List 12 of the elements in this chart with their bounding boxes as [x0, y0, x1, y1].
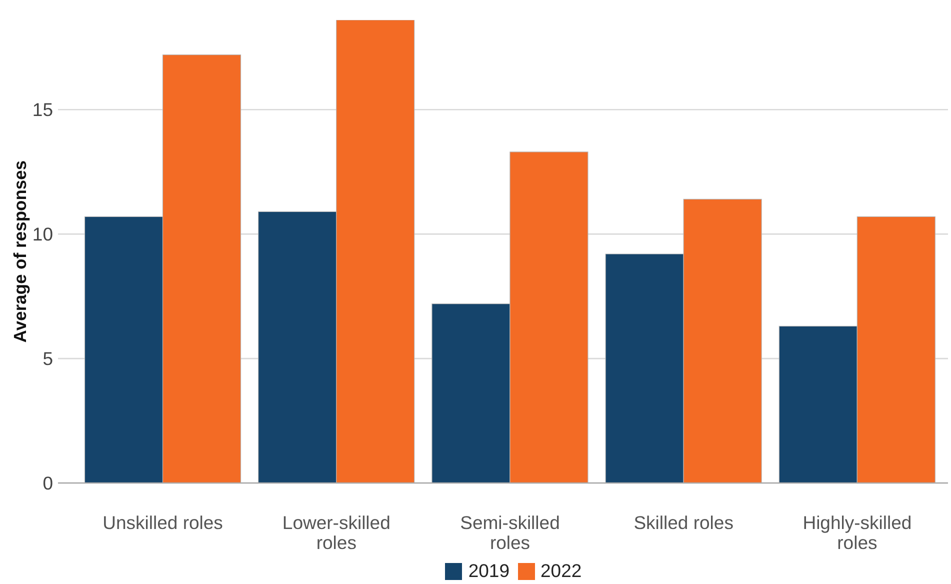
y-tick-label: 10 — [32, 224, 53, 245]
y-tick-label: 0 — [42, 472, 53, 494]
x-tick-label: Unskilled roles — [102, 512, 223, 534]
x-tick-label: Highly-skilled roles — [802, 512, 912, 554]
legend-label: 2019 — [468, 560, 510, 582]
x-tick-label: Semi-skilled roles — [460, 512, 560, 554]
y-tick-label: 5 — [42, 348, 53, 370]
y-axis-title: Average of responses — [10, 160, 30, 343]
x-tick-label: Skilled roles — [634, 512, 734, 534]
legend-label: 2022 — [540, 560, 582, 582]
x-tick-label: Lower-skilled roles — [282, 512, 390, 554]
y-tick-label: 15 — [32, 99, 53, 120]
